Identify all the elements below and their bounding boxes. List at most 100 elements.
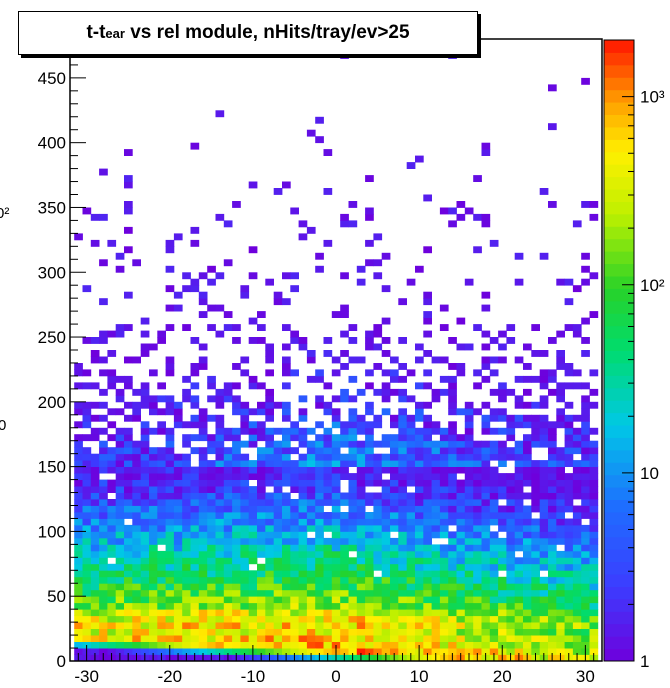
heatmap-cell bbox=[82, 207, 92, 215]
heatmap-cell bbox=[190, 466, 200, 474]
heatmap-cell bbox=[548, 596, 557, 604]
heatmap-cell bbox=[365, 531, 374, 539]
heatmap-cell bbox=[82, 602, 92, 610]
heatmap-cell bbox=[531, 499, 540, 506]
heatmap-cell bbox=[165, 401, 175, 409]
heatmap-cell bbox=[523, 447, 532, 455]
heatmap-cell bbox=[115, 635, 125, 642]
heatmap-cell bbox=[589, 648, 599, 655]
heatmap-cell bbox=[340, 52, 349, 59]
heatmap-cell bbox=[572, 602, 582, 610]
heatmap-cell bbox=[182, 499, 191, 506]
heatmap-cell bbox=[165, 615, 175, 623]
heatmap-cell bbox=[190, 239, 200, 247]
heatmap-cell bbox=[149, 518, 158, 526]
heatmap-cell bbox=[406, 395, 416, 403]
heatmap-cell bbox=[365, 408, 374, 416]
heatmap-cell bbox=[448, 52, 457, 59]
heatmap-cell bbox=[589, 583, 599, 591]
heatmap-cell bbox=[489, 648, 499, 655]
heatmap-cell bbox=[240, 518, 250, 526]
heatmap-cell bbox=[473, 628, 482, 636]
heatmap-cell bbox=[248, 589, 258, 597]
heatmap-cell bbox=[198, 550, 208, 558]
heatmap-cell bbox=[140, 602, 150, 610]
heatmap-cell bbox=[523, 537, 532, 545]
heatmap-cell bbox=[223, 641, 233, 649]
heatmap-cell bbox=[589, 505, 599, 513]
title-suffix: vs rel module, nHits/tray/ev>25 bbox=[124, 22, 410, 43]
heatmap-cell bbox=[273, 576, 283, 584]
heatmap-cell bbox=[315, 557, 324, 565]
heatmap-cell bbox=[82, 537, 92, 545]
heatmap-cell bbox=[115, 628, 125, 636]
heatmap-cell bbox=[132, 259, 141, 267]
heatmap-cell bbox=[581, 252, 590, 260]
heatmap-cell bbox=[107, 615, 117, 623]
heatmap-cell bbox=[439, 615, 449, 623]
heatmap-cell bbox=[398, 518, 407, 526]
heatmap-cell bbox=[115, 512, 125, 519]
heatmap-cell bbox=[448, 460, 457, 467]
heatmap-cell bbox=[564, 421, 574, 429]
heatmap-cell bbox=[423, 589, 432, 597]
heatmap-cell bbox=[273, 518, 283, 526]
heatmap-cell bbox=[74, 563, 83, 571]
heatmap-cell bbox=[190, 596, 200, 604]
heatmap-cell bbox=[298, 570, 308, 578]
color-scale-label: 10 bbox=[640, 464, 659, 483]
heatmap-cell bbox=[390, 563, 399, 571]
heatmap-cell bbox=[572, 570, 582, 578]
heatmap-cell bbox=[340, 213, 349, 221]
heatmap-cell bbox=[506, 473, 516, 480]
heatmap-cell bbox=[539, 350, 549, 357]
heatmap-cell bbox=[473, 576, 482, 584]
heatmap-cell bbox=[257, 635, 266, 642]
heatmap-cell bbox=[140, 570, 150, 578]
heatmap-cell bbox=[481, 330, 491, 338]
heatmap-cell bbox=[298, 395, 308, 403]
heatmap-cell bbox=[531, 550, 540, 558]
heatmap-cell bbox=[539, 434, 549, 442]
heatmap-cell bbox=[481, 563, 491, 571]
heatmap-cell bbox=[223, 311, 233, 318]
heatmap-cell bbox=[90, 512, 100, 519]
heatmap-cell bbox=[514, 375, 524, 383]
color-scale-swatch bbox=[604, 201, 634, 215]
heatmap-cell bbox=[90, 434, 100, 442]
heatmap-cell bbox=[548, 576, 557, 584]
heatmap-cell bbox=[415, 550, 424, 558]
heatmap-cell bbox=[356, 583, 366, 591]
heatmap-cell bbox=[431, 628, 441, 636]
heatmap-cell bbox=[531, 440, 540, 448]
y-tick-label: 400 bbox=[38, 134, 66, 153]
heatmap-cell bbox=[464, 615, 474, 623]
heatmap-cell bbox=[132, 622, 141, 629]
heatmap-cell bbox=[140, 460, 150, 467]
heatmap-cell bbox=[115, 499, 125, 506]
heatmap-cell bbox=[489, 563, 499, 571]
heatmap-cell bbox=[298, 531, 308, 539]
heatmap-cell bbox=[82, 576, 92, 584]
heatmap-cell bbox=[165, 363, 175, 370]
heatmap-cell bbox=[348, 505, 358, 513]
heatmap-cell bbox=[473, 473, 482, 480]
heatmap-cell bbox=[489, 596, 499, 604]
heatmap-cell bbox=[173, 499, 183, 506]
heatmap-cell bbox=[456, 563, 466, 571]
heatmap-cell bbox=[315, 512, 324, 519]
heatmap-cell bbox=[514, 537, 524, 545]
heatmap-cell bbox=[90, 589, 100, 597]
heatmap-cell bbox=[273, 641, 283, 649]
heatmap-cell bbox=[572, 544, 582, 552]
heatmap-cell bbox=[373, 583, 383, 591]
heatmap-cell bbox=[356, 550, 366, 558]
heatmap-cell bbox=[290, 622, 299, 629]
heatmap-cell bbox=[99, 622, 108, 629]
heatmap-cell bbox=[232, 505, 241, 513]
heatmap-cell bbox=[481, 486, 491, 493]
heatmap-cell bbox=[306, 622, 316, 629]
heatmap-cell bbox=[82, 518, 92, 526]
heatmap-cell bbox=[506, 505, 516, 513]
heatmap-cell bbox=[431, 479, 441, 487]
